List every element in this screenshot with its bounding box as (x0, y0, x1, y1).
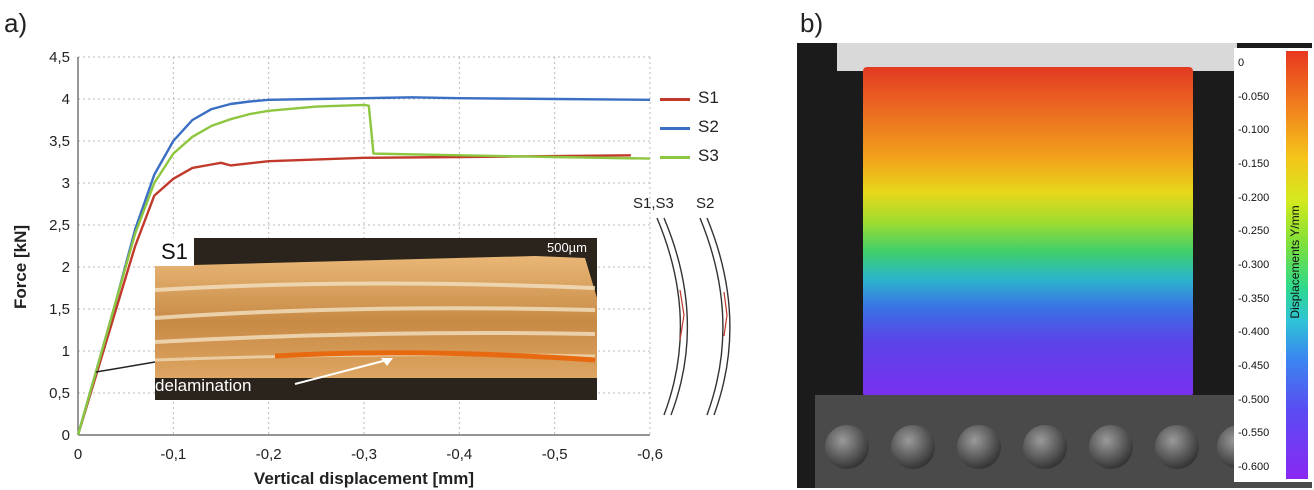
series-lines (76, 96, 651, 436)
y-tick-label: 3 (62, 175, 70, 192)
inset-label: S1 (155, 238, 194, 266)
specimen-sketch-s2-inner (706, 217, 731, 416)
top-clamp (837, 43, 1237, 71)
panel-b-label: b) (800, 8, 824, 38)
specimen-sketch-s2-outer (699, 217, 724, 416)
y-tick-label: 0,5 (49, 385, 70, 402)
inset-pointer-line (95, 361, 156, 373)
series-line-s1 (76, 154, 631, 436)
colorbar-title: Displacements Y/mm (1288, 205, 1302, 319)
axes (77, 57, 650, 436)
colorbar (1286, 51, 1308, 479)
legend-label-s2: S2 (698, 117, 719, 136)
y-axis-label: Force [kN] (11, 225, 30, 309)
colorbar-tick-label: -0.050 (1238, 90, 1270, 103)
delamination-arrow (294, 359, 388, 385)
colorbar-tick-label: -0.150 (1238, 158, 1270, 170)
colorbar-tick-label: -0.100 (1238, 124, 1270, 137)
bolt-icon (1155, 425, 1199, 469)
colorbar-tick-label: -0.450 (1238, 360, 1270, 372)
colorbar-tick-label: -0.350 (1238, 292, 1270, 305)
colorbar-tick-label: -0.500 (1238, 393, 1270, 406)
legend-item-s1: S1 (660, 88, 740, 108)
x-tick-label: -0,4 (446, 446, 472, 463)
bolt-icon (891, 425, 935, 469)
x-tick-label: 0 (74, 446, 82, 463)
y-tick-label: 4,5 (49, 49, 70, 66)
y-tick-label: 4 (62, 91, 70, 108)
legend-item-s3: S3 (660, 146, 740, 166)
x-tick-label: -0,5 (542, 446, 568, 463)
colorbar-tick-label: -0.600 (1238, 461, 1270, 473)
curve-label-s1s3: S1,S3 (633, 195, 674, 212)
x-tick-label: -0,1 (160, 446, 186, 463)
x-tick-label: -0,2 (256, 446, 282, 463)
legend-swatch-s2 (660, 127, 690, 130)
x-tick-label: -0,3 (351, 446, 377, 463)
legend-swatch-s3 (660, 156, 690, 159)
series-line-s3 (76, 103, 651, 436)
colorbar-tick-label: -0.400 (1238, 326, 1270, 339)
y-tick-label: 2,5 (49, 217, 70, 234)
delamination-crack (274, 350, 596, 363)
curve-label-s2: S2 (696, 195, 715, 212)
legend-item-s2: S2 (660, 117, 740, 137)
specimen-sketch-s1s3-crack (679, 289, 685, 341)
x-tick-label: -0,6 (637, 446, 663, 463)
legend-label-s3: S3 (698, 146, 719, 165)
specimen-sketch-s1s3-inner (663, 217, 689, 416)
delamination-label: delamination (155, 376, 252, 395)
colorbar-tick-label: -0.200 (1238, 191, 1270, 204)
specimen-sketch-s2-crack (723, 291, 728, 337)
bolt-icon (957, 425, 1001, 469)
colorbar-tick-label: 0 (1238, 57, 1245, 69)
bolt-icon (1023, 425, 1067, 469)
bolt-icon (1089, 425, 1133, 469)
colorbar-tick-label: -0.300 (1238, 259, 1270, 271)
bolt-icon (825, 425, 869, 469)
y-tick-label: 2 (62, 259, 70, 276)
micrograph-layers (155, 256, 597, 400)
legend-label-s1: S1 (698, 88, 719, 107)
ticks: 0 -0,1 -0,2 -0,3 -0,4 -0,5 -0,6 0 0,5 1 1,5 2 2,5 3 3,… (49, 49, 663, 463)
colorbar-tick-label: -0.550 (1238, 427, 1270, 440)
legend-swatch-s1 (660, 98, 690, 101)
dic-photo-panel: 0 -0.050 -0.100 -0.150 -0.200 -0.250 -0.300 -0.… (797, 43, 1312, 488)
specimen-sketch-s1s3-outer (656, 217, 682, 416)
colorbar-tick-label: -0.250 (1238, 225, 1270, 238)
panel-a-label: a) (4, 8, 28, 38)
inset-scale-label: 500µm (546, 240, 587, 255)
x-axis-label: Vertical displacement [mm] (254, 469, 474, 488)
y-tick-label: 1 (62, 343, 70, 360)
y-tick-label: 3,5 (49, 133, 70, 150)
y-tick-label: 0 (62, 427, 70, 444)
displacement-field-map (863, 67, 1193, 397)
y-tick-label: 1,5 (49, 301, 70, 318)
micrograph-inset: S1 500µm delamination (155, 238, 597, 400)
